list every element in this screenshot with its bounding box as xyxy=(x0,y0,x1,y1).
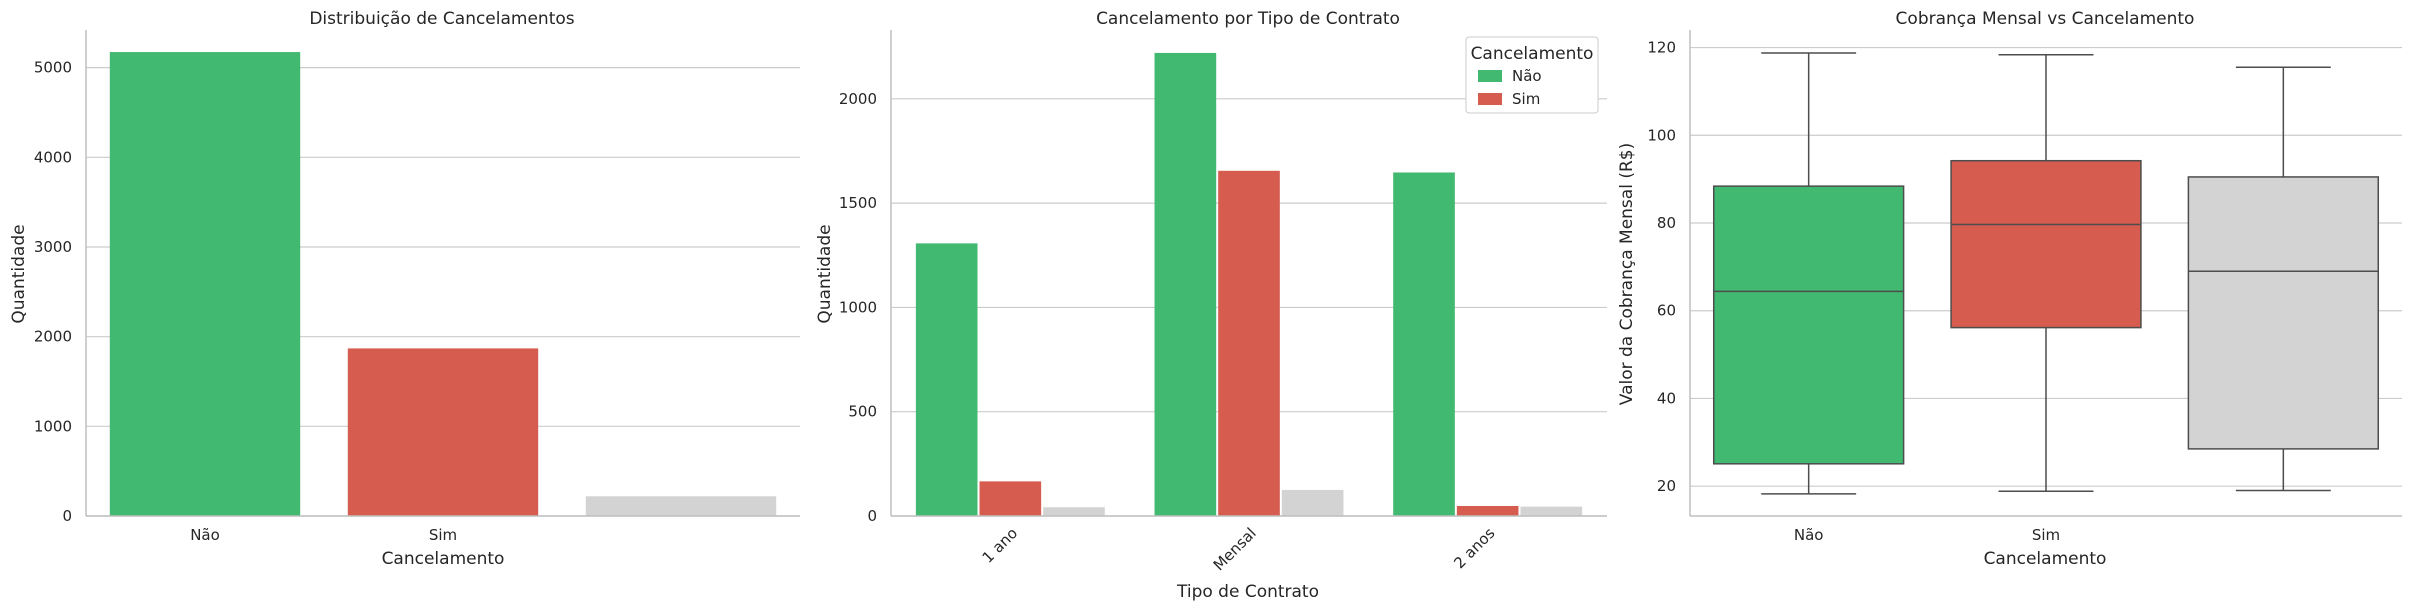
x-tick-labels: 1 ano Mensal 2 anos xyxy=(979,524,1499,574)
bar-2-2 xyxy=(1218,170,1280,516)
bar-3-3 xyxy=(1520,506,1583,516)
x-tick-label: Sim xyxy=(429,526,457,544)
y-tick-label: 1500 xyxy=(839,194,877,212)
bar-2-1 xyxy=(1154,52,1217,516)
y-tick-label: 1000 xyxy=(839,298,877,316)
x-tick-label: 1 ano xyxy=(979,524,1022,567)
box-iqr xyxy=(1950,159,2142,329)
y-tick-labels: 20 40 60 80 100 120 xyxy=(1647,39,1676,496)
y-tick-label: 500 xyxy=(848,403,877,421)
box-iqr xyxy=(2187,176,2380,450)
y-tick-label: 60 xyxy=(1657,302,1676,320)
chart-title: Cobrança Mensal vs Cancelamento xyxy=(1896,9,2195,29)
bars xyxy=(915,52,1583,517)
x-tick-label: Mensal xyxy=(1210,524,1260,574)
y-tick-label: 20 xyxy=(1657,477,1676,495)
chart-title: Cancelamento por Tipo de Contrato xyxy=(1096,9,1400,29)
y-tick-label: 100 xyxy=(1647,126,1676,144)
bar-1 xyxy=(109,52,301,517)
chart-title: Distribuição de Cancelamentos xyxy=(309,9,574,29)
x-tick-label: Não xyxy=(190,526,220,544)
y-axis-label: Quantidade xyxy=(9,224,29,323)
x-tick-label: Não xyxy=(1794,526,1824,544)
box-2 xyxy=(1950,54,2142,492)
y-tick-label: 0 xyxy=(867,507,877,525)
box-3 xyxy=(2187,66,2380,492)
y-tick-label: 2000 xyxy=(839,90,877,108)
box-1 xyxy=(1712,52,1905,495)
x-tick-labels: Não Sim xyxy=(1794,526,2060,544)
y-tick-label: 0 xyxy=(62,507,72,525)
y-tick-label: 3000 xyxy=(34,238,72,256)
x-tick-label: Sim xyxy=(2032,526,2060,544)
panel-cancelamento-por-contrato: Cancelamento por Tipo de Contrato 0 500 10… xyxy=(815,9,1607,602)
y-tick-label: 4000 xyxy=(34,148,72,166)
bar-2 xyxy=(347,348,539,516)
legend-entry-nao: Não xyxy=(1512,67,1542,85)
legend-swatch-sim xyxy=(1478,93,1502,105)
legend-swatch-nao xyxy=(1478,70,1502,82)
x-tick-labels: Não Sim xyxy=(190,526,457,544)
bars xyxy=(109,52,777,517)
x-axis-label: Tipo de Contrato xyxy=(1176,582,1319,602)
y-tick-label: 120 xyxy=(1647,39,1676,57)
legend-title: Cancelamento xyxy=(1471,44,1594,64)
bar-1-1 xyxy=(915,243,978,517)
bar-3-1 xyxy=(1393,172,1455,517)
y-axis-label: Valor da Cobrança Mensal (R$) xyxy=(1617,143,1637,405)
bar-2-3 xyxy=(1281,489,1344,516)
boxes xyxy=(1712,52,2380,495)
y-tick-label: 40 xyxy=(1657,389,1676,407)
y-tick-label: 1000 xyxy=(34,417,72,435)
x-axis-label: Cancelamento xyxy=(382,549,505,569)
bar-1-3 xyxy=(1043,507,1105,516)
bar-3-2 xyxy=(1456,505,1519,516)
y-axis-label: Quantidade xyxy=(815,224,835,323)
y-tick-label: 80 xyxy=(1657,214,1676,232)
x-axis-label: Cancelamento xyxy=(1984,549,2107,569)
y-tick-labels: 0 1000 2000 3000 4000 5000 xyxy=(34,59,72,525)
y-tick-label: 2000 xyxy=(34,328,72,346)
panel-distribuicao-cancelamentos: Distribuição de Cancelamentos 0 1000 2000 3… xyxy=(9,9,800,569)
legend: Cancelamento Não Sim xyxy=(1465,36,1599,114)
legend-entry-sim: Sim xyxy=(1512,90,1540,108)
x-tick-label: 2 anos xyxy=(1450,524,1498,572)
y-tick-labels: 0 500 1000 1500 2000 xyxy=(839,90,877,525)
y-tick-label: 5000 xyxy=(34,59,72,77)
box-iqr xyxy=(1712,185,1905,465)
bar-1-2 xyxy=(979,481,1042,516)
bar-3 xyxy=(585,496,777,516)
panel-cobranca-mensal: Cobrança Mensal vs Cancelamento 20 40 60 80… xyxy=(1617,9,2402,569)
